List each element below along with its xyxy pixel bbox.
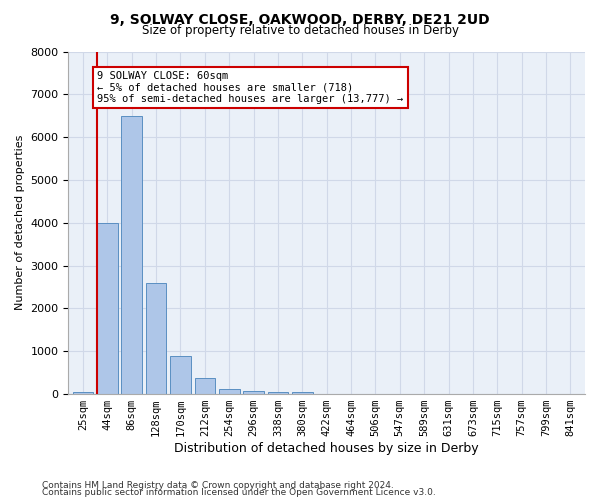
Bar — [268, 392, 289, 394]
X-axis label: Distribution of detached houses by size in Derby: Distribution of detached houses by size … — [175, 442, 479, 455]
Text: 9, SOLWAY CLOSE, OAKWOOD, DERBY, DE21 2UD: 9, SOLWAY CLOSE, OAKWOOD, DERBY, DE21 2U… — [110, 12, 490, 26]
Bar — [194, 378, 215, 394]
Bar — [121, 116, 142, 394]
Bar — [146, 282, 166, 394]
Bar — [73, 392, 94, 394]
Text: Contains public sector information licensed under the Open Government Licence v3: Contains public sector information licen… — [42, 488, 436, 497]
Bar — [97, 223, 118, 394]
Text: 9 SOLWAY CLOSE: 60sqm
← 5% of detached houses are smaller (718)
95% of semi-deta: 9 SOLWAY CLOSE: 60sqm ← 5% of detached h… — [97, 71, 403, 104]
Text: Size of property relative to detached houses in Derby: Size of property relative to detached ho… — [142, 24, 458, 37]
Bar — [243, 391, 264, 394]
Y-axis label: Number of detached properties: Number of detached properties — [15, 135, 25, 310]
Bar — [219, 388, 239, 394]
Bar — [170, 356, 191, 394]
Bar — [292, 392, 313, 394]
Text: Contains HM Land Registry data © Crown copyright and database right 2024.: Contains HM Land Registry data © Crown c… — [42, 480, 394, 490]
